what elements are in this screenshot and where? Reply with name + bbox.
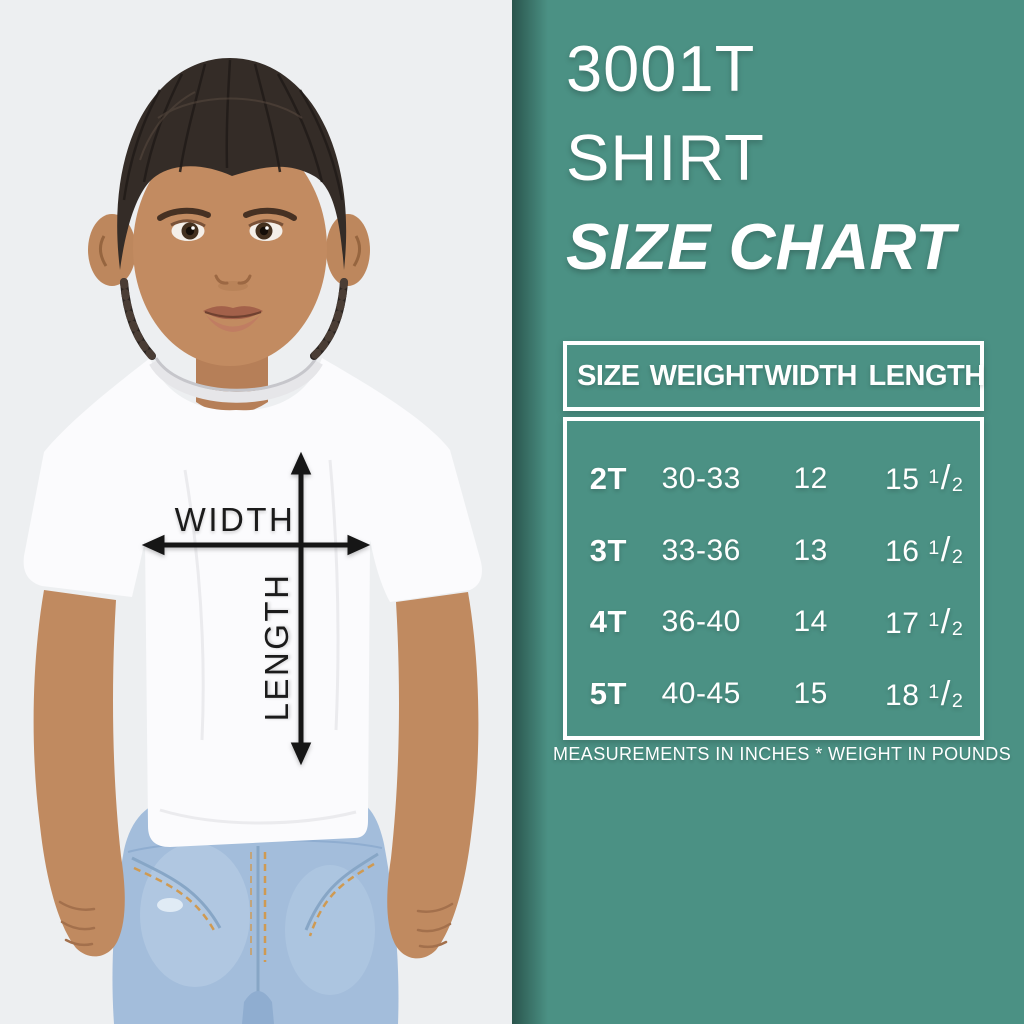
size-cell: 4T — [589, 604, 627, 640]
collar — [149, 358, 323, 403]
length-cell: 15 1/2 — [885, 459, 964, 498]
mouth — [203, 306, 263, 332]
arrowhead-down — [290, 742, 312, 766]
width-cell: 13 — [793, 533, 828, 567]
eyebrow — [157, 207, 211, 221]
column-header-length: LENGTH — [868, 359, 985, 392]
units-footnote: MEASUREMENTS IN INCHES * WEIGHT IN POUND… — [553, 744, 1012, 764]
product-photo: WIDTH LENGTH — [0, 0, 512, 1024]
braided-hair — [117, 58, 347, 270]
measurement-arrows — [141, 451, 371, 766]
width-measure-label: WIDTH — [174, 501, 296, 538]
arrowhead-left — [141, 534, 165, 556]
table-row: 5T 40-45 15 18 1/2 — [567, 658, 980, 730]
size-cell: 5T — [589, 676, 627, 712]
eyebrow — [243, 207, 297, 221]
width-cell: 15 — [793, 677, 828, 711]
nose — [214, 274, 252, 291]
arrowhead-right — [347, 534, 371, 556]
arrowhead-up — [290, 451, 312, 475]
title-size-chart: SIZE CHART — [566, 210, 955, 283]
column-header-size: SIZE — [577, 359, 640, 392]
size-cell: 2T — [589, 460, 627, 496]
table-row: 2T 30-33 12 15 1/2 — [567, 443, 980, 515]
length-cell: 18 1/2 — [885, 674, 964, 713]
eyes — [170, 219, 284, 241]
length-cell: 16 1/2 — [885, 531, 964, 570]
table-row: 3T 33-36 13 16 1/2 — [567, 515, 980, 587]
face — [133, 130, 327, 366]
panel-title: 3001T SHIRT SIZE CHART — [566, 24, 955, 291]
weight-cell: 36-40 — [661, 605, 741, 639]
title-product-code: 3001T — [566, 32, 756, 105]
table-header: SIZE WEIGHT WIDTH LENGTH — [563, 341, 985, 411]
column-header-width: WIDTH — [764, 359, 857, 392]
side-braids — [120, 278, 348, 360]
shirt-folds — [159, 459, 357, 825]
title-product-type: SHIRT — [566, 121, 765, 194]
weight-cell: 30-33 — [661, 461, 741, 495]
t-shirt — [23, 357, 482, 847]
weight-cell: 40-45 — [661, 677, 741, 711]
size-chart-panel: 3001T SHIRT SIZE CHART SIZE WEIGHT WIDTH… — [512, 0, 1024, 1024]
width-cell: 14 — [793, 605, 828, 639]
jeans — [112, 794, 399, 1024]
column-header-weight: WEIGHT — [649, 359, 764, 392]
arms — [33, 590, 479, 959]
length-measure-label: LENGTH — [258, 572, 295, 722]
table-row: 4T 36-40 14 17 1/2 — [567, 587, 980, 659]
size-cell: 3T — [589, 532, 627, 568]
width-cell: 12 — [793, 461, 828, 495]
toddler-illustration — [23, 58, 482, 1024]
table-body: 2T 30-33 12 15 1/2 3T 33-36 13 16 1/2 4T… — [563, 417, 984, 740]
length-cell: 17 1/2 — [885, 602, 964, 641]
weight-cell: 33-36 — [661, 533, 741, 567]
